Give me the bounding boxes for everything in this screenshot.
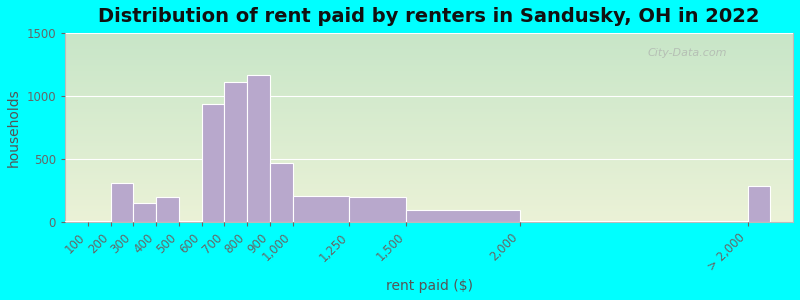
Bar: [406, 210, 520, 222]
Text: City-Data.com: City-Data.com: [647, 48, 727, 58]
Bar: [110, 183, 134, 222]
Y-axis label: households: households: [7, 88, 21, 167]
Bar: [293, 196, 350, 222]
Bar: [179, 221, 202, 222]
Bar: [270, 164, 293, 222]
Bar: [88, 221, 110, 222]
Title: Distribution of rent paid by renters in Sandusky, OH in 2022: Distribution of rent paid by renters in …: [98, 7, 760, 26]
Bar: [134, 203, 156, 222]
Bar: [747, 186, 770, 222]
Bar: [65, 221, 88, 222]
Bar: [156, 197, 179, 222]
Bar: [350, 197, 406, 222]
X-axis label: rent paid ($): rent paid ($): [386, 279, 473, 293]
Bar: [224, 82, 247, 222]
Bar: [202, 103, 224, 222]
Bar: [247, 75, 270, 222]
Bar: [520, 221, 747, 222]
